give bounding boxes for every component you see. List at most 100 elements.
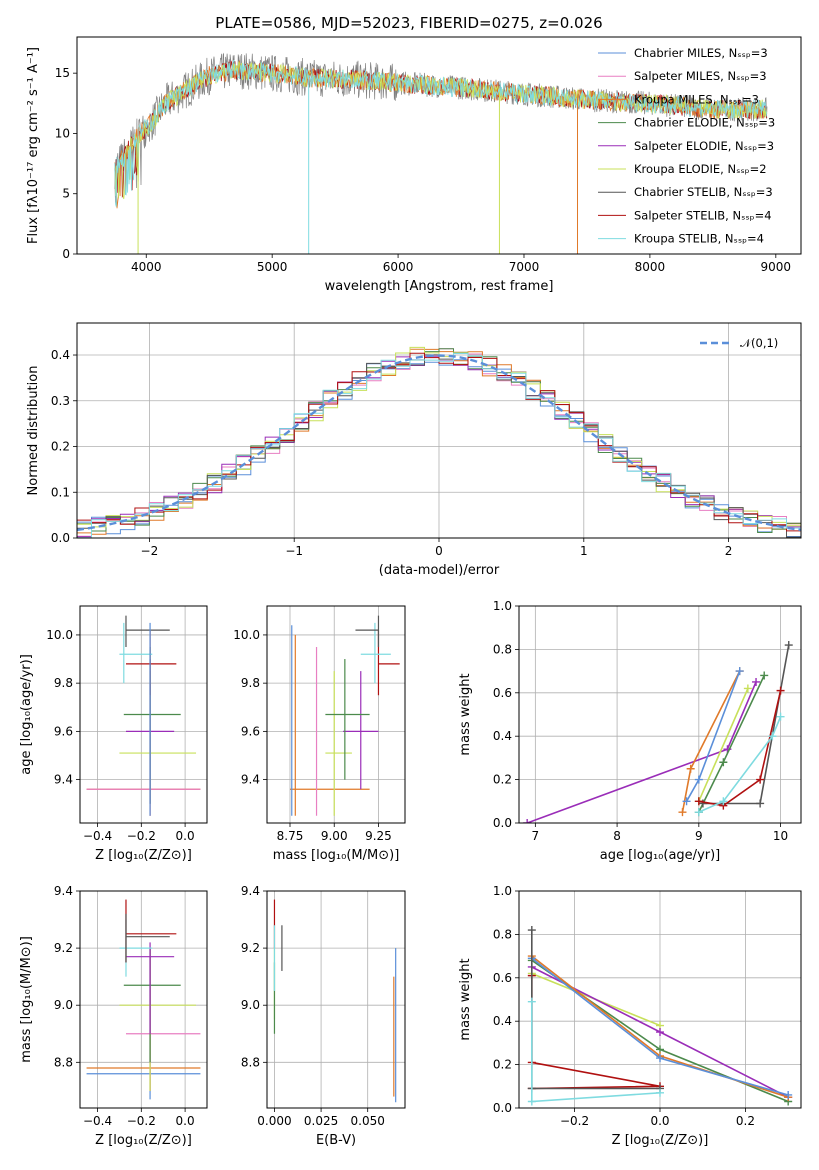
- age-weight-axes: 7 8 9 10 0.0 0.2 0.4 0.6 0.8 1.0 age [log₁₀(age/yr…: [458, 599, 802, 863]
- age-weight-xtick-label-3: 10: [773, 829, 788, 843]
- residuals-ytick-label-4: 0.4: [51, 348, 70, 362]
- z-mass-frame: [79, 890, 208, 1109]
- gaussian-legend-label: 𝒩(0,1): [740, 336, 778, 350]
- age-weight-marker-5-2: [784, 641, 793, 650]
- age-weight-marker-7-2: [768, 732, 777, 741]
- ebv-mass-frame: [266, 890, 406, 1109]
- legend-entry-5: Kroupa ELODIE, Nₛₛₚ=2: [634, 162, 767, 176]
- z-weight-marker-4-2: [784, 1090, 793, 1099]
- mass-age-ytick-label-2: 9.8: [241, 676, 260, 690]
- spectrum-ytick-label-3: 15: [55, 66, 70, 80]
- age-weight-line-6: [698, 690, 782, 807]
- mass-age-ytick-label-1: 9.6: [241, 724, 260, 738]
- age-weight-marker-2-1: [694, 775, 703, 784]
- age-weight-ytick-label-1: 0.2: [493, 773, 512, 787]
- age-weight-ytick-label-3: 0.6: [493, 686, 512, 700]
- z-weight-ytick-label-4: 0.8: [493, 927, 512, 941]
- ebv-mass-ytick-label-1: 9.0: [241, 998, 260, 1012]
- z-mass-xtick-label-2: 0.0: [176, 1114, 195, 1128]
- z-weight-marker-6-0: [527, 926, 536, 935]
- spectrum-xtick-label-0: 4000: [131, 260, 162, 274]
- age-weight-marker-7-3: [776, 712, 785, 721]
- z-weight-marker-7-2: [656, 1088, 664, 1097]
- spectrum-xtick-label-4: 8000: [635, 260, 666, 274]
- z-weight-xtick-label-2: 0.2: [736, 1114, 755, 1128]
- ebv-mass-axes: 0.000 0.025 0.050 8.8 9.0 9.2 9.4 E(B-V): [241, 884, 406, 1148]
- residuals-xtick-label-4: 2: [725, 544, 733, 558]
- z-age-xlabel: Z [log₁₀(Z/Z⊙)]: [95, 848, 192, 863]
- mass-age-plot: [290, 615, 400, 816]
- z-mass-plot: [86, 899, 201, 1100]
- residuals-xtick-label-1: −1: [285, 544, 303, 558]
- z-age-plot: [86, 615, 201, 816]
- spectrum-xtick-label-2: 6000: [383, 260, 414, 274]
- z-age-ytick-label-2: 9.8: [54, 676, 73, 690]
- z-weight-marker-7-0: [527, 997, 536, 1006]
- legend-entry-1: Salpeter MILES, Nₛₛₚ=3: [634, 69, 767, 83]
- age-weight-marker-2-2: [735, 667, 744, 676]
- gaussian-curve: [77, 354, 801, 532]
- age-weight-marker-1-0: [678, 808, 687, 817]
- age-weight-frame: [518, 605, 802, 824]
- legend-entry-7: Salpeter STELIB, Nₛₛₚ=4: [634, 208, 772, 222]
- age-weight-marker-6-0: [694, 797, 703, 806]
- residuals-ytick-label-3: 0.3: [51, 394, 70, 408]
- residuals-axes: −2 −1 0 1 2 0.0 0.1 0.2 0.3 0.4 (data-model)/error…: [26, 322, 802, 578]
- z-weight-grid: [519, 890, 801, 1109]
- z-weight-ytick-label-3: 0.6: [493, 971, 512, 985]
- z-weight-plot: [527, 926, 793, 1106]
- z-mass-grid: [80, 890, 207, 1108]
- mass-age-ytick-label-0: 9.4: [241, 773, 260, 787]
- age-weight-ylabel: mass weight: [458, 673, 473, 755]
- spectrum-model-2: [114, 61, 768, 200]
- age-weight-marker-7-0: [694, 808, 703, 817]
- z-age-xtick-label-1: −0.2: [127, 829, 156, 843]
- age-weight-marker-5-1: [756, 799, 765, 808]
- z-mass-ytick-label-3: 9.4: [54, 884, 73, 898]
- residuals-plot: [77, 346, 801, 538]
- age-weight-marker-0-2: [752, 677, 761, 686]
- ebv-mass-xtick-label-0: 0.000: [257, 1114, 291, 1128]
- age-weight-xtick-label-0: 7: [532, 829, 540, 843]
- mass-age-xtick-label-0: 8.75: [277, 829, 304, 843]
- z-age-ytick-label-3: 10.0: [46, 628, 73, 642]
- age-weight-marker-1-1: [686, 764, 695, 773]
- age-weight-marker-0-0: [523, 819, 532, 823]
- age-weight-marker-2-0: [682, 797, 691, 806]
- age-weight-marker-7-1: [719, 797, 728, 806]
- residuals-frame: [76, 322, 802, 539]
- z-age-xtick-label-2: 0.0: [176, 829, 195, 843]
- z-weight-marker-4-1: [656, 1054, 664, 1063]
- residual-hist-8: [77, 353, 801, 538]
- age-weight-marker-5-0: [698, 799, 707, 808]
- mass-age-xlabel: mass [log₁₀(M/M⊙)]: [273, 848, 400, 863]
- z-age-ylabel: age [log₁₀(age/yr)]: [19, 654, 34, 775]
- ebv-mass-xlabel: E(B-V): [316, 1133, 356, 1148]
- residuals-xlabel: (data-model)/error: [379, 563, 500, 578]
- age-weight-line-7: [698, 716, 782, 813]
- z-weight-xlabel: Z [log₁₀(Z/Z⊙)]: [612, 1133, 709, 1148]
- spectrum-model-3: [114, 59, 768, 207]
- z-age-ytick-label-0: 9.4: [54, 773, 73, 787]
- z-weight-xtick-label-0: −0.2: [560, 1114, 589, 1128]
- ebv-mass-plot: [273, 899, 397, 1103]
- z-weight-ytick-label-1: 0.2: [493, 1058, 512, 1072]
- spectrum-ylabel: Flux [fλ10⁻¹⁷ erg cm⁻² s⁻¹ A⁻¹]: [26, 47, 41, 244]
- residuals-xtick-label-0: −2: [141, 544, 159, 558]
- spectrum-axes: 4000 5000 6000 7000 8000 9000 0 5 10 15 wavelength…: [26, 36, 802, 294]
- age-weight-ytick-label-2: 0.4: [493, 729, 512, 743]
- mass-age-axes: 8.75 9.00 9.25 9.4 9.6 9.8 10.0 mass [log₁₀(M/M…: [233, 605, 406, 863]
- spectrum-title: PLATE=0586, MJD=52023, FIBERID=0275, z=0…: [215, 14, 602, 32]
- residuals-ylabel: Normed distribution: [26, 366, 41, 496]
- spectrum-frame: [76, 36, 802, 255]
- z-mass-ytick-label-1: 9.0: [54, 998, 73, 1012]
- z-weight-ylabel: mass weight: [458, 958, 473, 1040]
- z-weight-frame: [518, 890, 802, 1109]
- z-weight-ytick-label-2: 0.4: [493, 1014, 512, 1028]
- z-mass-ylabel: mass [log₁₀(M/M⊙)]: [19, 936, 34, 1063]
- z-age-frame: [79, 605, 208, 824]
- z-weight-xtick-label-1: 0.0: [650, 1114, 669, 1128]
- age-weight-marker-6-3: [776, 686, 785, 695]
- mass-age-xtick-label-1: 9.00: [321, 829, 348, 843]
